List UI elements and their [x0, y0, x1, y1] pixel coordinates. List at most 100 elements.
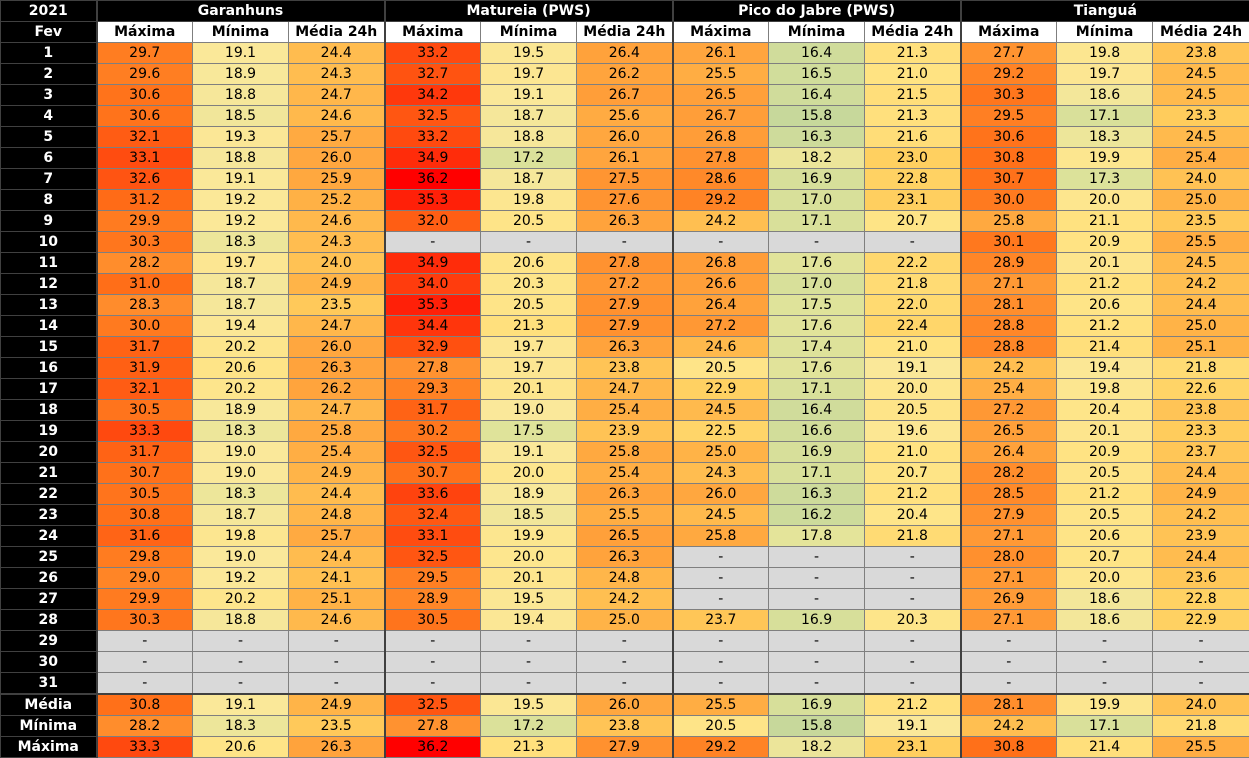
temp-cell-avg: 25.5 — [576, 504, 674, 526]
temp-cell-avg: 27.6 — [576, 189, 674, 211]
temp-cell-avg: 24.6 — [287, 609, 386, 631]
day-label: 6 — [0, 147, 97, 169]
temp-cell-avg: 24.4 — [1152, 546, 1249, 568]
temp-cell-max: 29.7 — [95, 42, 193, 64]
temp-cell-max: 24.2 — [671, 210, 770, 232]
temp-cell-max: 28.9 — [383, 588, 482, 610]
temp-cell-avg: - — [287, 651, 386, 673]
temp-cell-min: 18.7 — [192, 294, 289, 316]
temp-cell-avg: 19.1 — [864, 715, 962, 737]
temp-cell-max: 25.0 — [671, 441, 770, 463]
temp-cell-avg: 25.7 — [287, 525, 386, 547]
temp-cell-max: 30.7 — [95, 462, 193, 484]
temp-cell-max: - — [95, 672, 193, 695]
table-row: 27 29.9 20.2 25.1 28.9 19.5 24.2- - -26.9 18.6 22.… — [0, 588, 1249, 610]
day-label: 12 — [0, 273, 97, 295]
table-body: 1 29.7 19.1 24.4 33.2 19.5 26.4 26.1 16.4 21.3 27.… — [0, 42, 1249, 758]
temp-cell-max: 30.6 — [95, 84, 193, 106]
temp-cell-min: 20.2 — [192, 588, 289, 610]
station-header: Garanhuns — [95, 0, 386, 22]
temp-cell-avg: - — [864, 546, 962, 568]
year-label: 2021 — [0, 0, 97, 22]
column-header: Média 24h — [864, 21, 962, 43]
day-label: 19 — [0, 420, 97, 442]
temp-cell-avg: 26.0 — [576, 693, 674, 716]
temp-cell-min: 20.6 — [192, 357, 289, 379]
temp-cell-min: 16.3 — [768, 126, 866, 148]
day-label: 11 — [0, 252, 97, 274]
temp-cell-max: 30.8 — [95, 504, 193, 526]
table-row: 14 30.0 19.4 24.7 34.4 21.3 27.9 27.2 17.6 22.4 28… — [0, 315, 1249, 337]
temp-cell-min: 18.5 — [192, 105, 289, 127]
station-header-row: 2021 Garanhuns Matureia (PWS) Pico do Ja… — [0, 0, 1249, 22]
temp-cell-avg: - — [576, 651, 674, 673]
temp-cell-avg: 21.3 — [864, 105, 962, 127]
temp-cell-max: 27.1 — [959, 567, 1058, 589]
temp-cell-max: 28.2 — [95, 252, 193, 274]
temp-cell-avg: 20.5 — [864, 399, 962, 421]
temp-cell-min: 19.1 — [192, 168, 289, 190]
temp-cell-max: - — [671, 546, 770, 568]
table-row: 21 30.7 19.0 24.9 30.7 20.0 25.4 24.3 17.1 20.7 28… — [0, 462, 1249, 484]
temp-cell-avg: 26.0 — [287, 336, 386, 358]
temp-cell-min: 19.0 — [480, 399, 578, 421]
temp-cell-avg: 24.2 — [1152, 504, 1249, 526]
temp-cell-min: 17.1 — [768, 462, 866, 484]
temp-cell-max: 22.5 — [671, 420, 770, 442]
temp-cell-max: 29.5 — [959, 105, 1058, 127]
day-label: 5 — [0, 126, 97, 148]
station-header: Pico do Jabre (PWS) — [671, 0, 962, 22]
temp-cell-min: 18.2 — [768, 147, 866, 169]
temp-cell-avg: 24.7 — [287, 399, 386, 421]
table-row: 4 30.6 18.5 24.6 32.5 18.7 25.6 26.7 15.8 21.3 29.… — [0, 105, 1249, 127]
temp-cell-max: 28.5 — [959, 483, 1058, 505]
temp-cell-min: 17.0 — [768, 273, 866, 295]
temp-cell-avg: 26.3 — [576, 336, 674, 358]
temp-cell-min: 17.1 — [768, 210, 866, 232]
temp-cell-max: 31.7 — [95, 441, 193, 463]
temp-cell-min: 20.0 — [1056, 189, 1154, 211]
temp-cell-min: 18.7 — [480, 105, 578, 127]
temp-cell-min: 20.3 — [480, 273, 578, 295]
temp-cell-max: 26.8 — [671, 252, 770, 274]
temp-cell-min: 16.9 — [768, 693, 866, 716]
temp-cell-max: 33.1 — [383, 525, 482, 547]
temp-cell-min: - — [480, 672, 578, 695]
temp-cell-max: 36.2 — [383, 168, 482, 190]
temp-cell-min: 19.2 — [192, 210, 289, 232]
temp-cell-avg: 23.8 — [576, 357, 674, 379]
temp-cell-avg: 22.2 — [864, 252, 962, 274]
temp-cell-max: - — [671, 672, 770, 695]
day-label: 27 — [0, 588, 97, 610]
temp-cell-avg: - — [287, 672, 386, 695]
temp-cell-min: 17.3 — [1056, 168, 1154, 190]
temp-cell-avg: 20.7 — [864, 210, 962, 232]
temp-cell-max: 26.1 — [671, 42, 770, 64]
temp-cell-max: 28.3 — [95, 294, 193, 316]
temp-cell-max: - — [671, 231, 770, 253]
temp-cell-min: - — [192, 651, 289, 673]
temp-cell-min: 17.2 — [480, 147, 578, 169]
temp-cell-max: 34.4 — [383, 315, 482, 337]
table-row: 19 33.3 18.3 25.8 30.2 17.5 23.9 22.5 16.6 19.6 26… — [0, 420, 1249, 442]
temp-cell-min: 18.3 — [1056, 126, 1154, 148]
temp-cell-max: 30.3 — [95, 231, 193, 253]
temp-cell-min: - — [1056, 630, 1154, 652]
temp-cell-avg: 24.5 — [1152, 84, 1249, 106]
temp-cell-min: 20.0 — [480, 462, 578, 484]
day-label: 21 — [0, 462, 97, 484]
temp-cell-max: 30.5 — [95, 399, 193, 421]
day-label: 9 — [0, 210, 97, 232]
temp-cell-min: 20.0 — [1056, 567, 1154, 589]
temp-cell-min: 17.6 — [768, 252, 866, 274]
temp-cell-avg: 22.4 — [864, 315, 962, 337]
temp-cell-avg: 25.8 — [576, 441, 674, 463]
temp-cell-avg: 24.7 — [576, 378, 674, 400]
temp-cell-min: 18.2 — [768, 736, 866, 758]
temp-cell-avg: 24.2 — [1152, 273, 1249, 295]
temp-cell-min: 21.4 — [1056, 736, 1154, 758]
temp-cell-min: - — [1056, 651, 1154, 673]
temp-cell-min: 19.4 — [192, 315, 289, 337]
temp-cell-max: - — [959, 630, 1058, 652]
temp-cell-min: 19.1 — [480, 84, 578, 106]
